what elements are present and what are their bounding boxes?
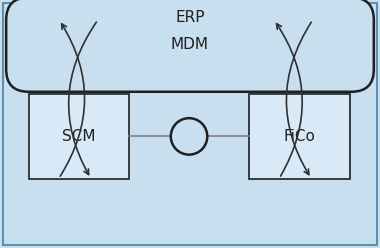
Bar <box>249 94 350 179</box>
FancyArrowPatch shape <box>277 24 302 176</box>
FancyArrowPatch shape <box>60 24 85 176</box>
FancyArrowPatch shape <box>69 22 97 175</box>
Text: SCM: SCM <box>62 129 96 144</box>
FancyArrowPatch shape <box>287 22 311 175</box>
Bar <box>28 94 129 179</box>
Text: ERP: ERP <box>175 10 205 26</box>
Text: FiCo: FiCo <box>283 129 315 144</box>
Circle shape <box>171 118 207 155</box>
Text: MDM: MDM <box>171 37 209 52</box>
FancyBboxPatch shape <box>6 0 374 92</box>
